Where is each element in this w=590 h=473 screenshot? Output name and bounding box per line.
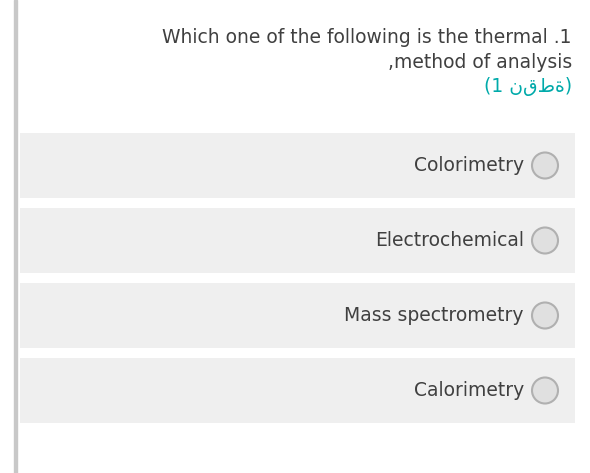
- Bar: [20, 208, 575, 273]
- Circle shape: [532, 228, 558, 254]
- Text: Which one of the following is the thermal .1: Which one of the following is the therma…: [162, 28, 572, 47]
- Text: Electrochemical: Electrochemical: [375, 231, 524, 250]
- Text: Mass spectrometry: Mass spectrometry: [345, 306, 524, 325]
- Text: Calorimetry: Calorimetry: [414, 381, 524, 400]
- Bar: [20, 133, 575, 198]
- Bar: [20, 358, 575, 423]
- Circle shape: [532, 377, 558, 403]
- Circle shape: [532, 152, 558, 178]
- Text: (1 نقطة): (1 نقطة): [484, 78, 572, 96]
- Bar: [14, 0, 17, 473]
- Circle shape: [532, 303, 558, 329]
- Bar: [20, 283, 575, 348]
- Text: Colorimetry: Colorimetry: [414, 156, 524, 175]
- Text: ,method of analysis: ,method of analysis: [388, 53, 572, 72]
